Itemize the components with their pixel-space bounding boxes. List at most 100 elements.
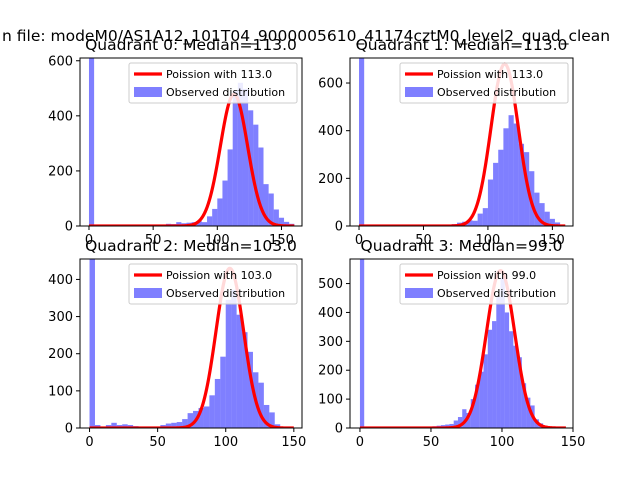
- histogram-bar: [258, 382, 264, 428]
- panel-title: Quadrant 1: Median=113.0: [356, 36, 568, 54]
- x-tick-label: 100: [476, 233, 501, 248]
- histogram-bar: [513, 123, 519, 226]
- histogram-bar: [217, 198, 223, 226]
- histogram-bar: [89, 259, 95, 428]
- y-tick-label: 100: [318, 393, 343, 408]
- legend: Poission with 113.0 Observed distribution: [399, 62, 569, 104]
- histogram-bar: [263, 404, 270, 428]
- histogram-bar: [232, 91, 238, 226]
- y-tick-label: 0: [65, 220, 73, 235]
- histogram-bar: [212, 208, 218, 226]
- histogram-bar: [176, 422, 183, 428]
- y-tick-label: 600: [318, 77, 343, 92]
- poisson-curve: [88, 266, 295, 428]
- plot-area: [359, 259, 567, 428]
- legend-hist-swatch: [405, 288, 433, 298]
- panel-title: Quadrant 3: Median=99.0: [361, 237, 563, 255]
- histogram-bar: [503, 128, 509, 226]
- poisson-curve: [358, 62, 567, 226]
- chart-panel-0: 0 50 100 150 0 200 400 600 Poission with 113.0 Ob…: [48, 36, 303, 248]
- histogram-bar: [513, 345, 518, 428]
- x-tick-label: 150: [269, 233, 294, 248]
- x-tick-label: 50: [415, 233, 432, 248]
- x-tick-label: 0: [356, 435, 364, 450]
- histogram-bar: [449, 423, 454, 428]
- histogram-bar: [203, 406, 210, 428]
- histogram-bar: [492, 321, 497, 428]
- histogram-bar: [482, 208, 488, 226]
- histogram-bar: [554, 222, 561, 226]
- histogram-bar: [496, 296, 501, 428]
- histogram-bar: [268, 193, 274, 226]
- poisson-curve: [359, 268, 567, 428]
- x-tick-label: 0: [355, 233, 363, 248]
- histogram-bar: [237, 82, 243, 226]
- x-tick-label: 150: [540, 233, 565, 248]
- histogram-bar: [526, 397, 531, 428]
- y-tick-label: 0: [335, 220, 343, 235]
- histogram-bar: [445, 424, 450, 428]
- histogram-bar: [504, 312, 510, 428]
- x-tick-label: 100: [213, 435, 238, 450]
- legend-hist-swatch: [134, 87, 162, 97]
- y-tick-label: 500: [318, 277, 343, 292]
- panel-title: Quadrant 0: Median=113.0: [85, 36, 297, 54]
- histogram-bar: [171, 422, 177, 428]
- histogram-bar: [493, 162, 499, 226]
- plot-area: [358, 58, 567, 226]
- x-tick-label: 0: [85, 233, 93, 248]
- plot-area: [88, 58, 296, 226]
- histogram-bar: [509, 331, 514, 428]
- histogram-bar: [479, 371, 484, 428]
- x-tick-label: 100: [205, 233, 230, 248]
- x-tick-label: 150: [561, 435, 586, 450]
- legend-hist-swatch: [134, 288, 162, 298]
- chart-panels: 0 50 100 150 0 200 400 600 Poission with 113.0 Ob…: [48, 36, 585, 450]
- histogram-bar: [477, 213, 483, 226]
- legend-label-hist: Observed distribution: [437, 86, 556, 99]
- histogram-bar: [462, 409, 467, 428]
- y-tick-label: 100: [48, 384, 73, 399]
- histogram-bar: [534, 192, 540, 226]
- legend-hist-swatch: [405, 87, 433, 97]
- histogram-bar: [214, 378, 221, 428]
- legend-label-curve: Poission with 113.0: [166, 68, 272, 81]
- y-tick-label: 400: [48, 273, 73, 288]
- x-tick-label: 50: [423, 435, 440, 450]
- histogram-bar: [201, 222, 208, 226]
- histogram-bar: [242, 88, 249, 226]
- histogram-bar: [498, 149, 504, 226]
- x-tick-label: 150: [281, 435, 306, 450]
- y-tick-label: 0: [65, 422, 73, 437]
- legend-label-curve: Poission with 113.0: [437, 68, 543, 81]
- histogram-bar: [549, 218, 555, 226]
- y-tick-label: 200: [48, 347, 73, 362]
- legend-box: [128, 62, 298, 104]
- histogram-bar: [518, 143, 525, 226]
- histogram-bar: [209, 395, 215, 428]
- chart-panel-1: 0 50 100 150 0 200 400 600 Poission with 113.0 Ob…: [318, 36, 574, 248]
- chart-panel-2: 0 50 100 150 0 100 200 300 400 Poission with 103.…: [48, 237, 306, 450]
- y-tick-label: 300: [48, 310, 73, 325]
- x-tick-label: 100: [490, 435, 515, 450]
- y-tick-label: 400: [318, 124, 343, 139]
- histogram-bar: [263, 184, 269, 226]
- histogram-bar: [242, 332, 248, 428]
- legend-label-hist: Observed distribution: [166, 86, 285, 99]
- histogram-bar: [227, 149, 233, 226]
- y-tick-label: 200: [48, 164, 73, 179]
- histogram-bar: [470, 399, 475, 428]
- axes-frame: [349, 57, 574, 227]
- y-tick-label: 300: [318, 335, 343, 350]
- y-tick-label: 200: [318, 172, 343, 187]
- histogram-bar: [269, 412, 275, 428]
- y-tick-label: 400: [48, 109, 73, 124]
- y-tick-label: 400: [318, 306, 343, 321]
- histogram-bar: [508, 115, 514, 226]
- histogram-bar: [207, 216, 213, 226]
- legend-box: [128, 263, 298, 305]
- histogram-bar: [500, 277, 505, 428]
- histogram-bar: [284, 221, 290, 226]
- histogram-bar: [176, 222, 182, 226]
